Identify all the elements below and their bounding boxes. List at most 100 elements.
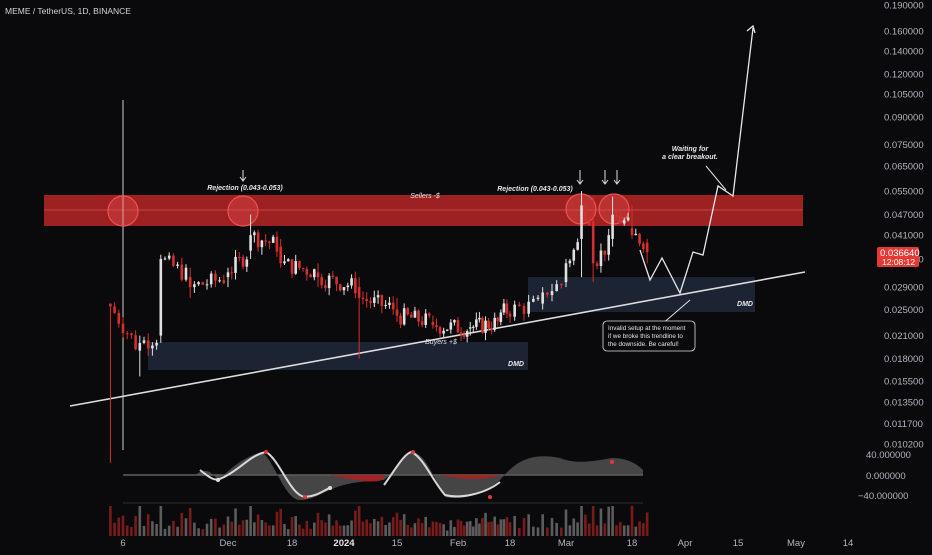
candle-body	[193, 284, 196, 288]
candle-body	[301, 267, 305, 269]
volume-bar	[527, 514, 530, 536]
candle-body	[188, 277, 192, 288]
volume-bar	[279, 508, 283, 536]
volume-bar	[245, 519, 249, 536]
volume-bar	[611, 506, 614, 536]
volume-bar	[167, 525, 171, 536]
volume-bar	[487, 521, 490, 536]
volume-bar	[380, 516, 384, 536]
candle-body	[249, 235, 252, 251]
time-axis[interactable]: 6 Dec 18 2024 15 Feb 18 Mar 18 Apr 15 May 14	[120, 538, 853, 549]
volume-bar	[536, 527, 540, 536]
candle-body	[513, 304, 516, 317]
candle-body	[584, 205, 587, 220]
volume-bar	[622, 525, 626, 536]
price-axis[interactable]: 0.190000 0.160000 0.140000 0.120000 0.105000…	[884, 1, 924, 451]
last-price-value: 0.036640	[880, 248, 920, 259]
oscillator-signal-dot	[216, 478, 220, 482]
volume-bar	[638, 521, 641, 536]
volume-bar	[427, 527, 431, 536]
volume-bar	[234, 508, 237, 536]
candle-body	[134, 335, 137, 350]
volume-bar	[445, 530, 449, 536]
candle-body	[471, 326, 475, 328]
candle-body	[167, 255, 171, 259]
dmd-label-right: DMD	[737, 301, 753, 308]
volume-bar	[634, 526, 638, 536]
last-price-badge: 0.036640 12:08:12	[877, 247, 920, 267]
candle-body	[365, 299, 369, 301]
time-tick-label: 18	[627, 538, 638, 549]
candle-body	[138, 342, 142, 351]
volume-bar	[117, 517, 121, 536]
volume-bar	[424, 516, 428, 536]
volume-bar	[155, 523, 158, 536]
volume-bar	[130, 527, 133, 536]
volume-bar	[518, 528, 521, 536]
volume-bar	[462, 525, 466, 536]
time-tick-label: Feb	[450, 538, 466, 549]
volume-bar	[607, 506, 611, 536]
candle-body	[245, 259, 249, 267]
price-tick-label: 0.025000	[884, 305, 924, 316]
candle-body	[615, 214, 618, 217]
time-tick-label: 15	[392, 538, 403, 549]
candle-body	[572, 249, 576, 261]
osc-tick-0: 0.000000	[866, 471, 906, 482]
price-tick-label: 0.190000	[884, 1, 924, 12]
volume-bar	[369, 523, 372, 536]
volume-bar	[290, 517, 294, 536]
volume-bar	[264, 522, 267, 536]
volume-bar	[218, 527, 221, 536]
oscillator-signal-dot	[488, 495, 492, 499]
candle-body	[113, 306, 116, 313]
candle-body	[465, 331, 469, 337]
candle-body	[214, 273, 217, 281]
candle-body	[475, 319, 478, 327]
price-tick-label: 0.029000	[884, 283, 924, 294]
volume-bar	[522, 517, 526, 536]
candle-body	[125, 333, 129, 335]
invalid-setup-callout	[602, 320, 696, 352]
projection-arrowhead	[746, 24, 756, 34]
invalid-label-line1: Invalid setup at the moment	[608, 325, 686, 332]
chart-title: MEME / TetherUS, 1D, BINANCE	[5, 6, 131, 16]
volume-bar	[237, 524, 241, 536]
time-tick-label: May	[787, 538, 805, 549]
candle-body	[576, 242, 579, 250]
candle-body	[536, 297, 540, 299]
volume-bar	[456, 519, 460, 536]
candle-body	[402, 308, 406, 325]
support-trendline	[69, 271, 806, 407]
candle-body	[294, 261, 298, 274]
volume-bar	[214, 518, 217, 536]
candles-layer	[109, 191, 649, 463]
osc-tick-40: 40.000000	[866, 450, 911, 461]
time-tick-label: 15	[733, 538, 744, 549]
candle-body	[172, 255, 175, 266]
candle-body	[395, 309, 399, 316]
sellers-label: Sellers -$	[410, 193, 440, 200]
volume-bar	[505, 517, 509, 536]
candle-body	[619, 216, 622, 224]
candle-body	[230, 272, 234, 274]
volume-bar	[331, 525, 335, 536]
waiting-pointer-line	[705, 165, 727, 191]
volume-bar	[134, 515, 137, 536]
volume-bar	[626, 525, 630, 536]
volume-bar	[163, 528, 167, 536]
candle-body	[484, 320, 487, 333]
volume-bar	[188, 507, 192, 536]
volume-bar	[222, 524, 226, 536]
volume-bar	[312, 522, 316, 536]
candle-body	[399, 315, 402, 325]
volume-bar	[541, 514, 544, 536]
oscillator-negative-area	[330, 475, 384, 482]
volume-bar	[591, 506, 595, 536]
arrow-down-icon	[613, 170, 621, 185]
price-tick-label: 0.055000	[884, 187, 924, 198]
volume-bar	[576, 522, 579, 536]
volume-bar	[298, 524, 301, 536]
